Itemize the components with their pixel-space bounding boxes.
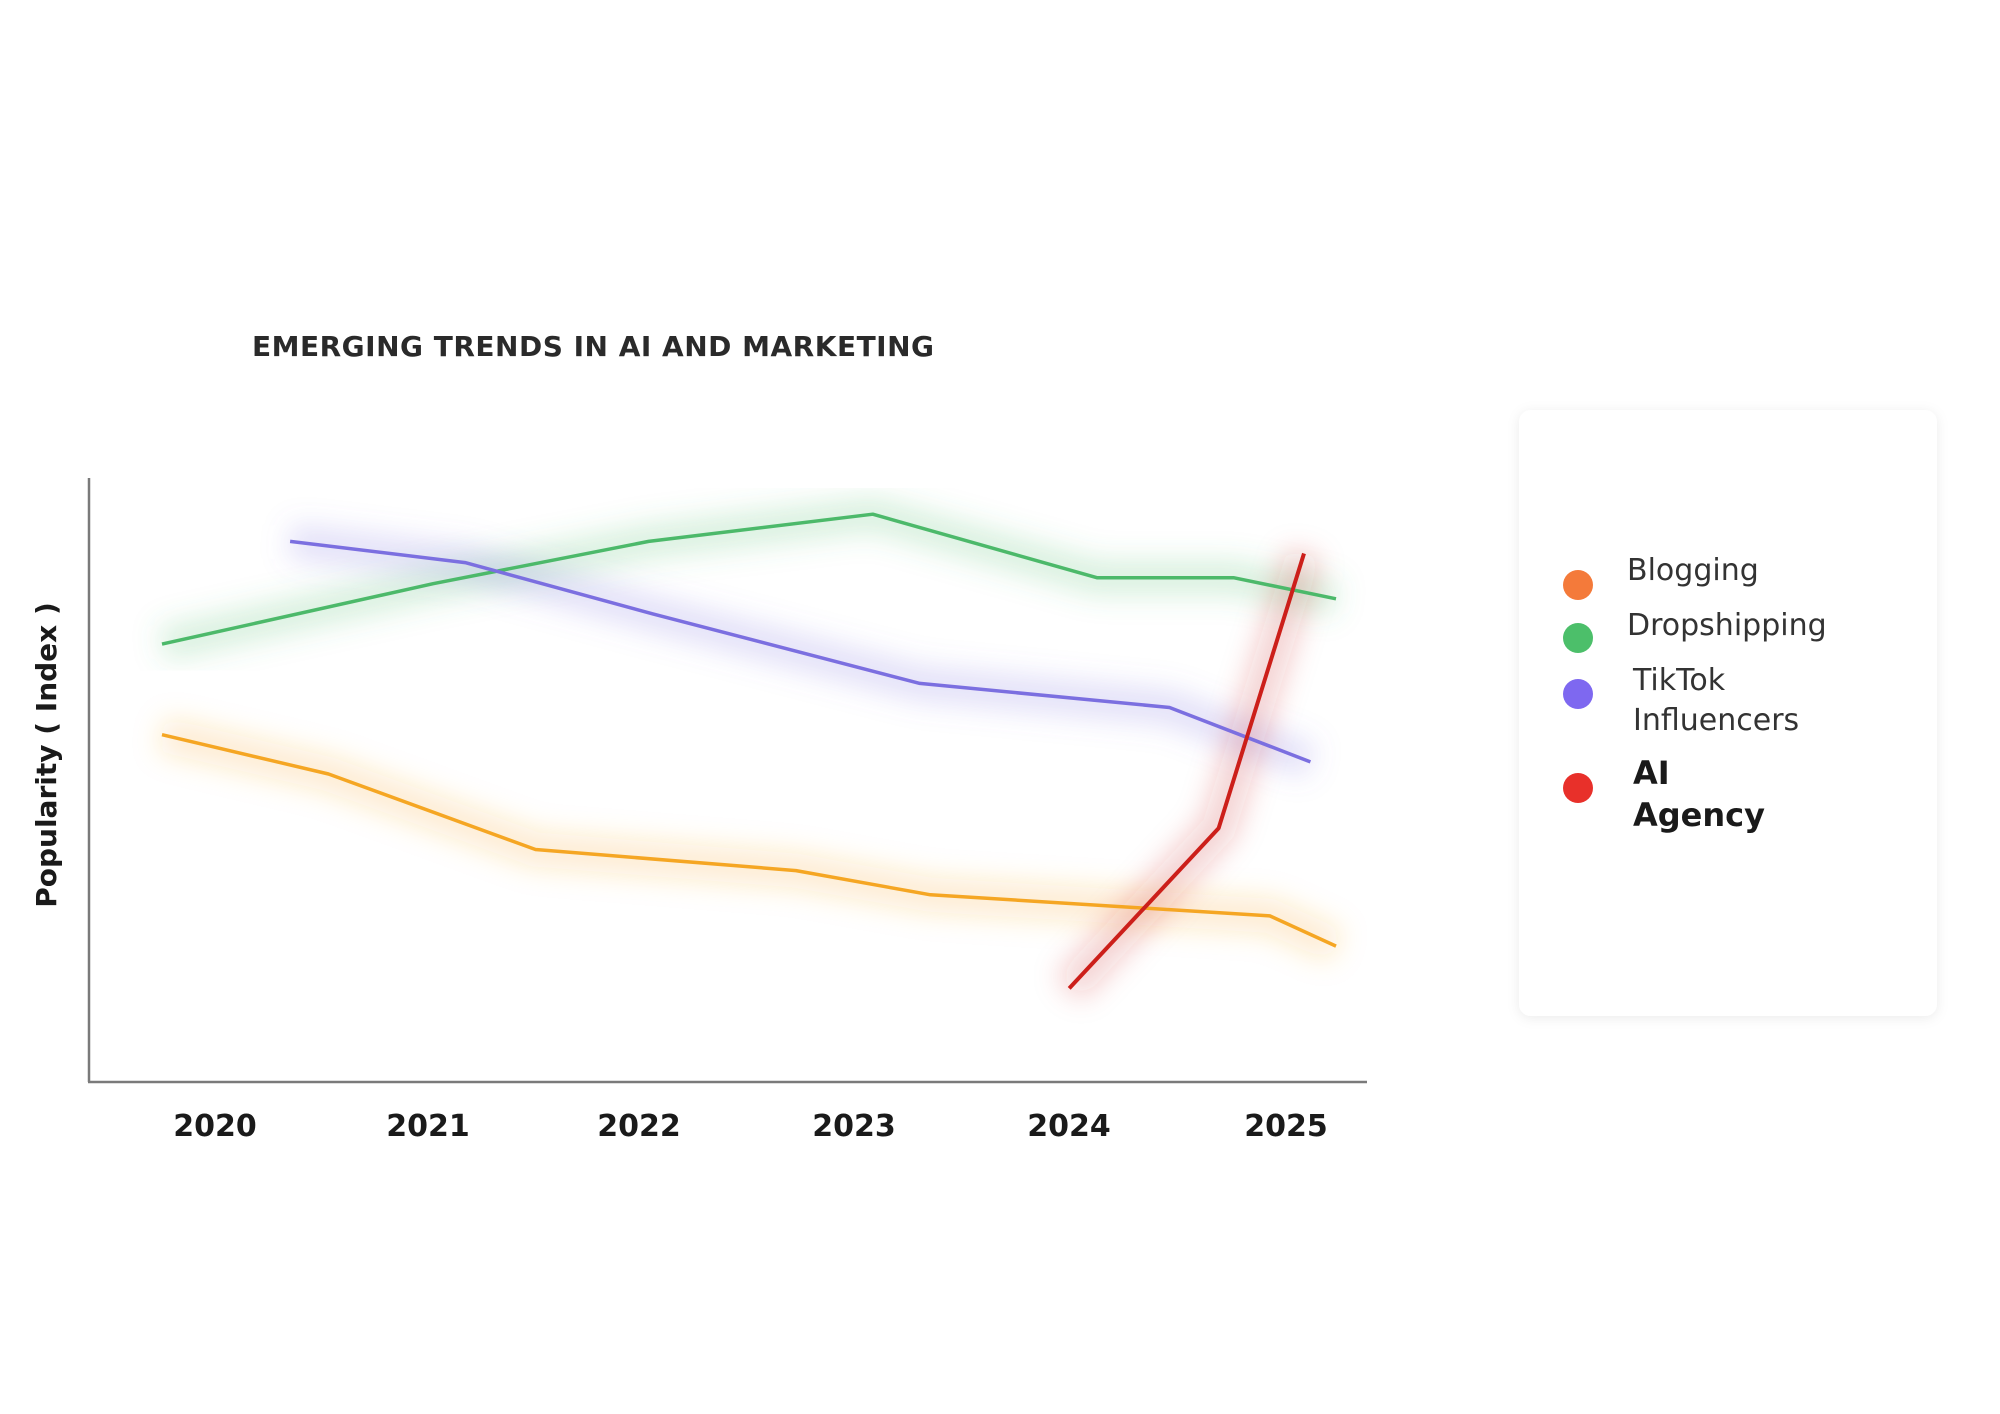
x-tick-label-2025: 2025 xyxy=(1244,1109,1328,1144)
legend-item-blogging: Blogging xyxy=(1563,553,1759,600)
chart-title: EMERGING TRENDS IN AI AND MARKETING xyxy=(252,330,935,363)
x-tick-label-2024: 2024 xyxy=(1027,1109,1111,1144)
x-tick-labels: 2020 2021 2022 2023 2024 2025 xyxy=(173,1109,1328,1144)
legend-item-ai-agency: AI Agency xyxy=(1563,754,1765,834)
x-tick-label-2021: 2021 xyxy=(386,1109,470,1144)
legend: Blogging Dropshipping TikTok Influencers AI A… xyxy=(1519,410,1937,1016)
legend-label-ai-agency: AI Agency xyxy=(1633,754,1765,834)
x-tick-label-2020: 2020 xyxy=(173,1109,257,1144)
series-glow-layer xyxy=(158,497,1344,1000)
legend-box xyxy=(1519,410,1937,1016)
legend-label-blogging: Blogging xyxy=(1627,553,1759,588)
legend-label-tiktok-influencers: TikTok Influencers xyxy=(1632,663,1799,738)
legend-dot-dropshipping xyxy=(1563,623,1593,653)
legend-dot-blogging xyxy=(1563,570,1593,600)
series-line-tiktok-influencers xyxy=(289,539,1312,764)
series-lines-layer xyxy=(161,512,1337,990)
series-line-blogging xyxy=(161,732,1337,948)
legend-item-tiktok-influencers: TikTok Influencers xyxy=(1563,663,1799,738)
x-tick-label-2022: 2022 xyxy=(597,1109,681,1144)
legend-dot-ai-agency xyxy=(1563,773,1593,803)
legend-item-dropshipping: Dropshipping xyxy=(1563,608,1827,653)
series-line-dropshipping xyxy=(161,512,1337,646)
legend-label-dropshipping: Dropshipping xyxy=(1627,608,1827,643)
legend-dot-tiktok-influencers xyxy=(1563,679,1593,709)
x-tick-label-2023: 2023 xyxy=(812,1109,896,1144)
y-axis-label: Popularity ( Index ) xyxy=(30,602,63,908)
series-line-ai-agency xyxy=(1067,552,1306,990)
